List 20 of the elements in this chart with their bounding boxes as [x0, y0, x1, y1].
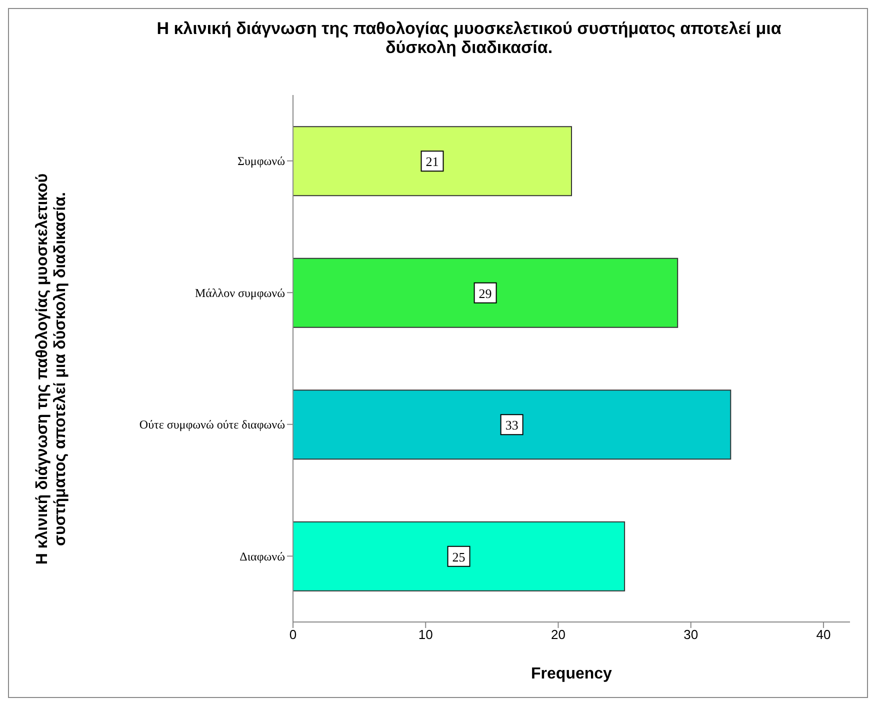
x-tick-label: 10	[418, 627, 433, 642]
chart-title: Η κλινική διάγνωση της παθολογίας μυοσκελετικού συστήματος αποτελεί μια δύσκολη διαδικασία.	[156, 19, 782, 57]
data-label: 21	[426, 154, 439, 170]
bar	[293, 126, 572, 196]
x-axis-title: Frequency	[531, 665, 612, 682]
x-tick-label: 20	[551, 627, 566, 642]
y-tick-label: Μάλλον συμφωνώ	[194, 286, 286, 300]
data-label: 25	[452, 549, 466, 564]
bar	[293, 521, 626, 592]
y-axis-title: Η κλινική διάγνωση της παθολογίας μυοσκελετικού συστήματος αποτελεί μια δύσκολη διαδικασία.	[34, 172, 70, 567]
y-tick-label: Ούτε συμφωνώ ούτε διαφωνώ	[139, 418, 286, 432]
x-tick-label: 30	[684, 627, 698, 642]
data-label: 33	[505, 418, 518, 433]
x-tick-label: 40	[816, 627, 831, 642]
bar	[293, 258, 678, 328]
y-tick-label: Συμφωνώ	[237, 154, 286, 168]
x-tick-label: 0	[289, 627, 297, 642]
bar	[293, 390, 732, 460]
y-tick-label: Διαφωνώ	[240, 549, 286, 564]
data-label: 29	[478, 286, 492, 301]
